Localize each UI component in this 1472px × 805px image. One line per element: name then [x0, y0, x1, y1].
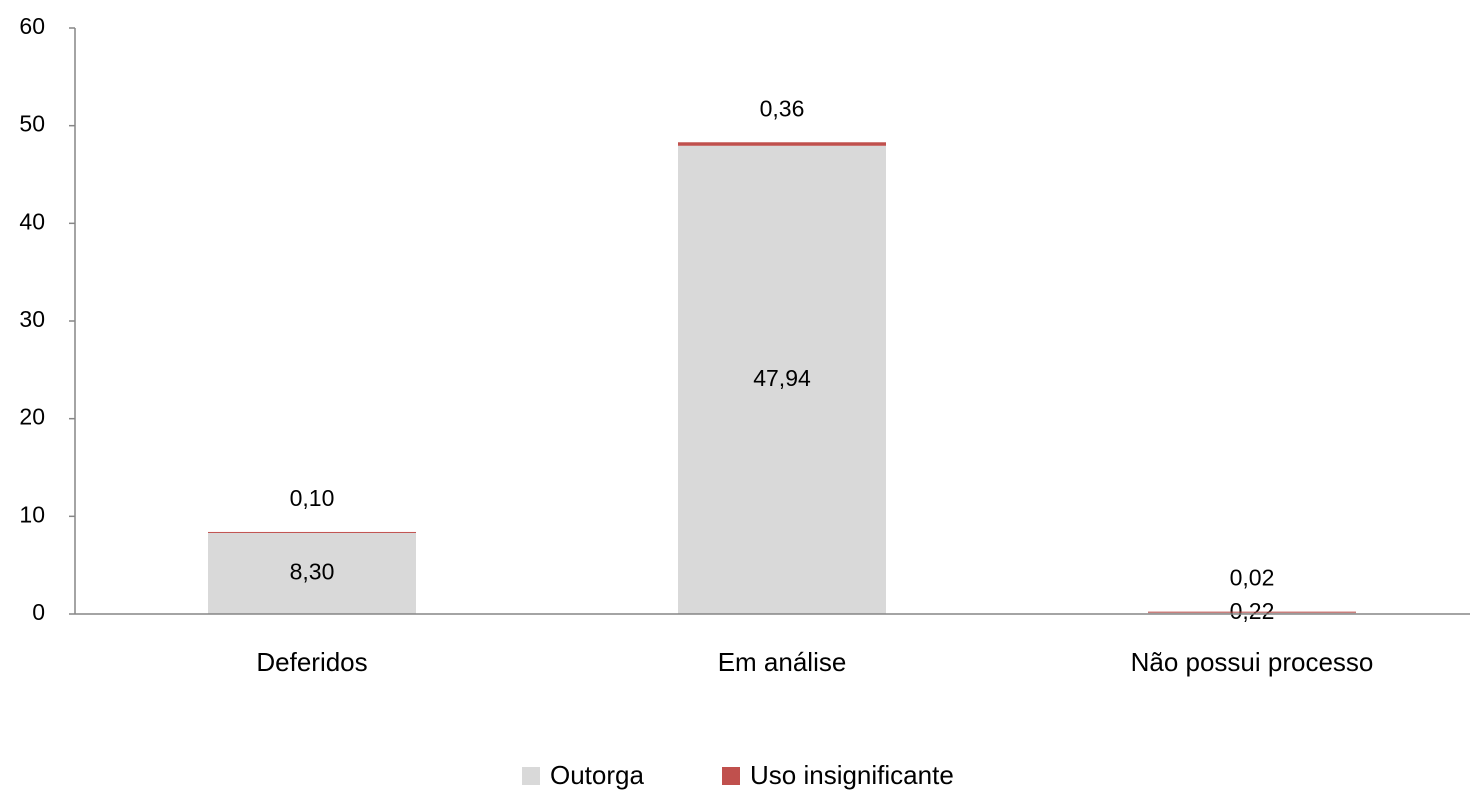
x-tick-label: Deferidos	[256, 647, 367, 677]
bar-segment	[678, 142, 886, 146]
bar-segment	[678, 145, 886, 614]
data-label: 0,36	[760, 95, 805, 121]
x-tick-label: Em análise	[718, 647, 847, 677]
legend-swatch	[522, 767, 540, 785]
bar-segment	[208, 531, 416, 533]
data-label: 47,94	[753, 365, 811, 391]
data-label: 0,22	[1230, 598, 1275, 624]
y-tick-label: 10	[19, 501, 45, 527]
y-tick-label: 50	[19, 111, 45, 137]
legend-swatch	[722, 767, 740, 785]
y-tick-label: 0	[32, 599, 45, 625]
legend-label: Uso insignificante	[750, 760, 954, 790]
y-tick-label: 40	[19, 208, 45, 234]
data-label: 0,10	[290, 485, 335, 511]
data-label: 0,02	[1230, 565, 1275, 591]
y-tick-label: 30	[19, 306, 45, 332]
y-tick-label: 20	[19, 404, 45, 430]
x-tick-label: Não possui processo	[1131, 647, 1374, 677]
bar-segment	[208, 532, 416, 614]
bar-segment	[1148, 611, 1356, 613]
bar-segment	[1148, 611, 1356, 614]
legend-label: Outorga	[550, 760, 644, 790]
data-label: 8,30	[290, 559, 335, 585]
y-tick-label: 60	[19, 13, 45, 39]
